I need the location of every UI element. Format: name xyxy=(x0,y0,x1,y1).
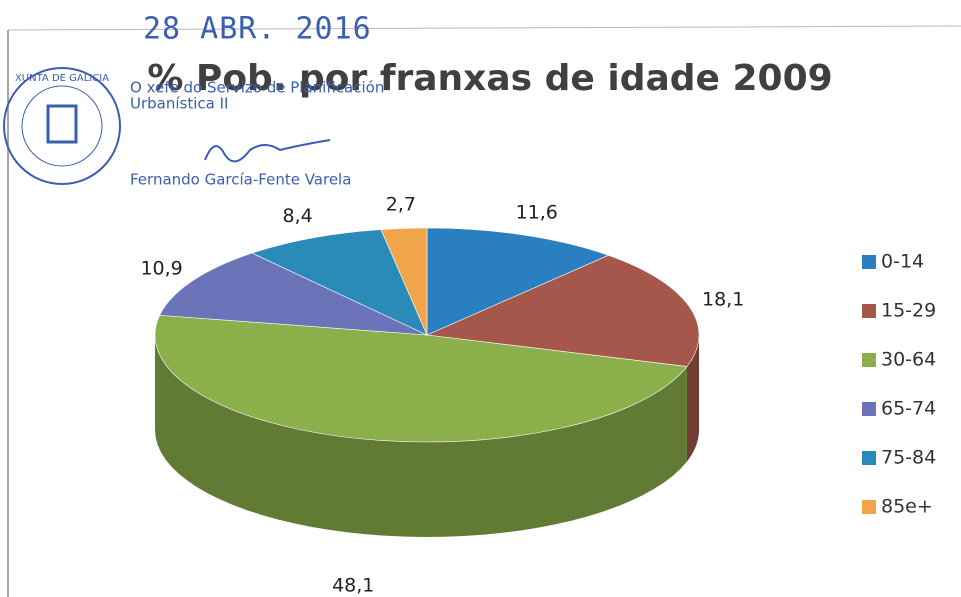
seal-ring xyxy=(3,67,121,185)
legend-swatch xyxy=(862,304,876,318)
seal-ring xyxy=(21,85,103,167)
data-label: 48,1 xyxy=(332,574,374,596)
chart-title: % Pob. por franxas de idade 2009 xyxy=(147,58,832,99)
legend-label: 75-84 xyxy=(881,447,936,469)
stamp-signer: Fernando García-Fente Varela xyxy=(130,171,351,189)
legend-label: 15-29 xyxy=(881,300,936,322)
stamp-line: O xefe do Servizo de Planificación xyxy=(130,79,384,97)
pie-side xyxy=(686,335,699,462)
stamp: 28 ABR. 2016 XUNTA DE GALICIA O xefe do … xyxy=(3,12,384,189)
legend-label: 30-64 xyxy=(881,349,936,371)
legend-swatch xyxy=(862,402,876,416)
pie-slice xyxy=(159,252,428,336)
stamp-line: Urbanística II xyxy=(130,95,228,113)
data-label: 8,4 xyxy=(283,205,313,227)
data-label: 11,6 xyxy=(516,202,558,224)
pie-side xyxy=(155,335,687,537)
legend-label: 65-74 xyxy=(881,398,936,420)
legend-label: 0-14 xyxy=(881,251,924,273)
data-label: 10,9 xyxy=(140,258,182,280)
pie xyxy=(154,227,700,537)
legend-swatch xyxy=(862,500,876,514)
seal-text: XUNTA DE GALICIA xyxy=(15,73,109,84)
stamp-date: 28 ABR. 2016 xyxy=(143,12,372,47)
frame-top xyxy=(7,25,961,31)
pie-slice xyxy=(251,229,428,336)
legend-swatch xyxy=(862,255,876,269)
data-label: 2,7 xyxy=(386,193,416,215)
pie-slice xyxy=(380,227,428,336)
legend-swatch xyxy=(862,451,876,465)
signature xyxy=(204,139,331,163)
legend-label: 85e+ xyxy=(881,496,933,518)
legend-swatch xyxy=(862,353,876,367)
seal-emblem xyxy=(46,104,78,144)
pie-slice xyxy=(425,254,700,367)
pie-slice xyxy=(426,227,610,336)
data-label: 18,1 xyxy=(702,289,744,311)
pie-slice xyxy=(154,314,688,443)
